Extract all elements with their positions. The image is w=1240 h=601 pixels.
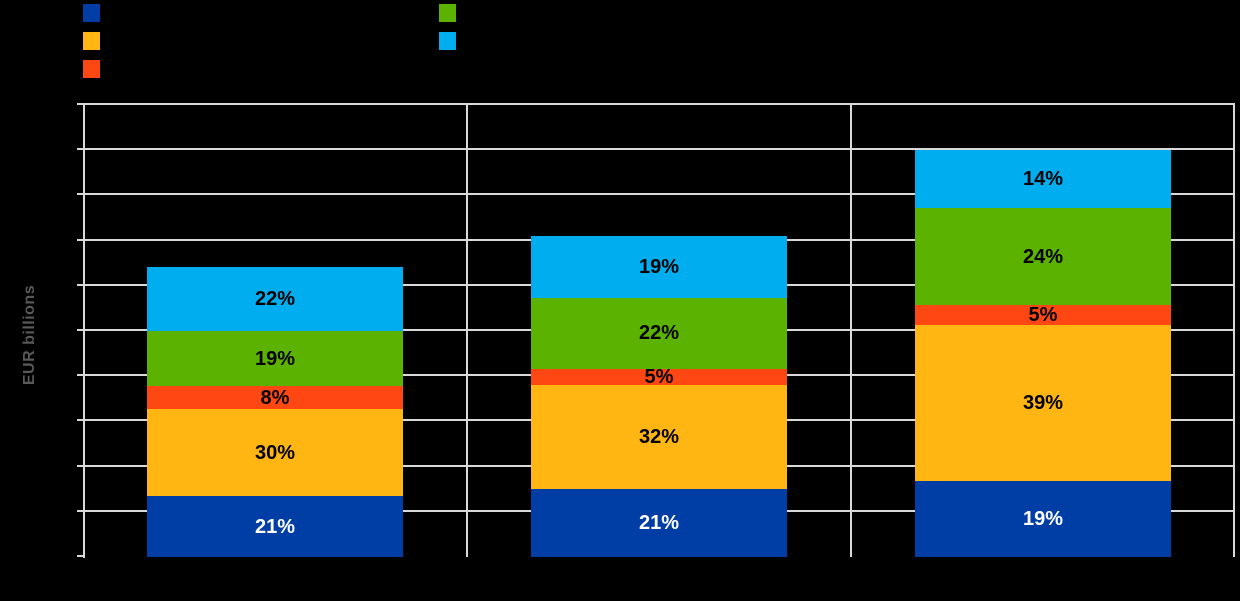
segment-navy-percent-label: 21% bbox=[254, 515, 296, 538]
chart-legend bbox=[0, 0, 1240, 95]
y-axis-tick bbox=[77, 464, 83, 467]
panel-separator bbox=[850, 103, 852, 557]
segment-orangered-percent-label: 8% bbox=[260, 386, 290, 409]
segment-cyan-percent-label: 14% bbox=[1022, 168, 1064, 191]
segment-navy: 19% bbox=[915, 480, 1171, 557]
y-axis-tick bbox=[77, 555, 83, 557]
plot-right-border bbox=[1233, 103, 1235, 557]
segment-amber-percent-label: 30% bbox=[254, 441, 296, 464]
y-axis-tick bbox=[77, 103, 83, 105]
segment-orangered: 5% bbox=[915, 305, 1171, 325]
segment-amber-percent-label: 32% bbox=[638, 425, 680, 448]
y-axis-tick bbox=[77, 374, 83, 377]
y-axis-tick bbox=[77, 509, 83, 512]
y-axis-tick bbox=[77, 238, 83, 241]
y-axis-tick bbox=[77, 148, 83, 151]
segment-orangered-percent-label: 5% bbox=[1028, 304, 1058, 327]
segment-green-percent-label: 19% bbox=[254, 347, 296, 370]
panel-separator bbox=[466, 103, 468, 557]
segment-green-percent-label: 24% bbox=[1022, 245, 1064, 268]
y-axis-tick bbox=[77, 193, 83, 196]
segment-navy-percent-label: 21% bbox=[638, 511, 680, 534]
segment-orangered: 5% bbox=[531, 365, 787, 388]
segment-navy-percent-label: 19% bbox=[1022, 507, 1064, 530]
segment-amber: 32% bbox=[531, 384, 787, 489]
legend-item-green-swatch-icon bbox=[439, 4, 456, 22]
y-axis-tick bbox=[77, 283, 83, 286]
y-axis-tick bbox=[77, 329, 83, 331]
segment-navy: 21% bbox=[147, 496, 403, 557]
segment-amber-percent-label: 39% bbox=[1022, 391, 1064, 414]
y-axis-tick bbox=[77, 419, 83, 422]
segment-green: 22% bbox=[531, 297, 787, 369]
legend-item-cyan-swatch-icon bbox=[439, 32, 456, 50]
gridline bbox=[83, 148, 1235, 151]
segment-orangered: 8% bbox=[147, 386, 403, 410]
segment-green: 19% bbox=[147, 331, 403, 387]
segment-cyan: 22% bbox=[147, 267, 403, 331]
segment-green-percent-label: 22% bbox=[638, 322, 680, 345]
segment-cyan-percent-label: 22% bbox=[254, 288, 296, 311]
segment-cyan: 19% bbox=[531, 236, 787, 298]
segment-orangered-percent-label: 5% bbox=[644, 365, 674, 388]
segment-cyan: 14% bbox=[915, 150, 1171, 209]
segment-cyan-percent-label: 19% bbox=[638, 255, 680, 278]
legend-item-amber-swatch-icon bbox=[83, 32, 100, 50]
segment-amber: 39% bbox=[915, 325, 1171, 481]
segment-amber: 30% bbox=[147, 409, 403, 497]
segment-green: 24% bbox=[915, 208, 1171, 306]
legend-item-navy-swatch-icon bbox=[83, 4, 100, 22]
segment-navy: 21% bbox=[531, 488, 787, 557]
plot-top-border bbox=[83, 103, 1235, 105]
legend-item-orangered-swatch-icon bbox=[83, 60, 100, 78]
gridline bbox=[83, 193, 1235, 196]
y-axis-line bbox=[83, 103, 85, 558]
